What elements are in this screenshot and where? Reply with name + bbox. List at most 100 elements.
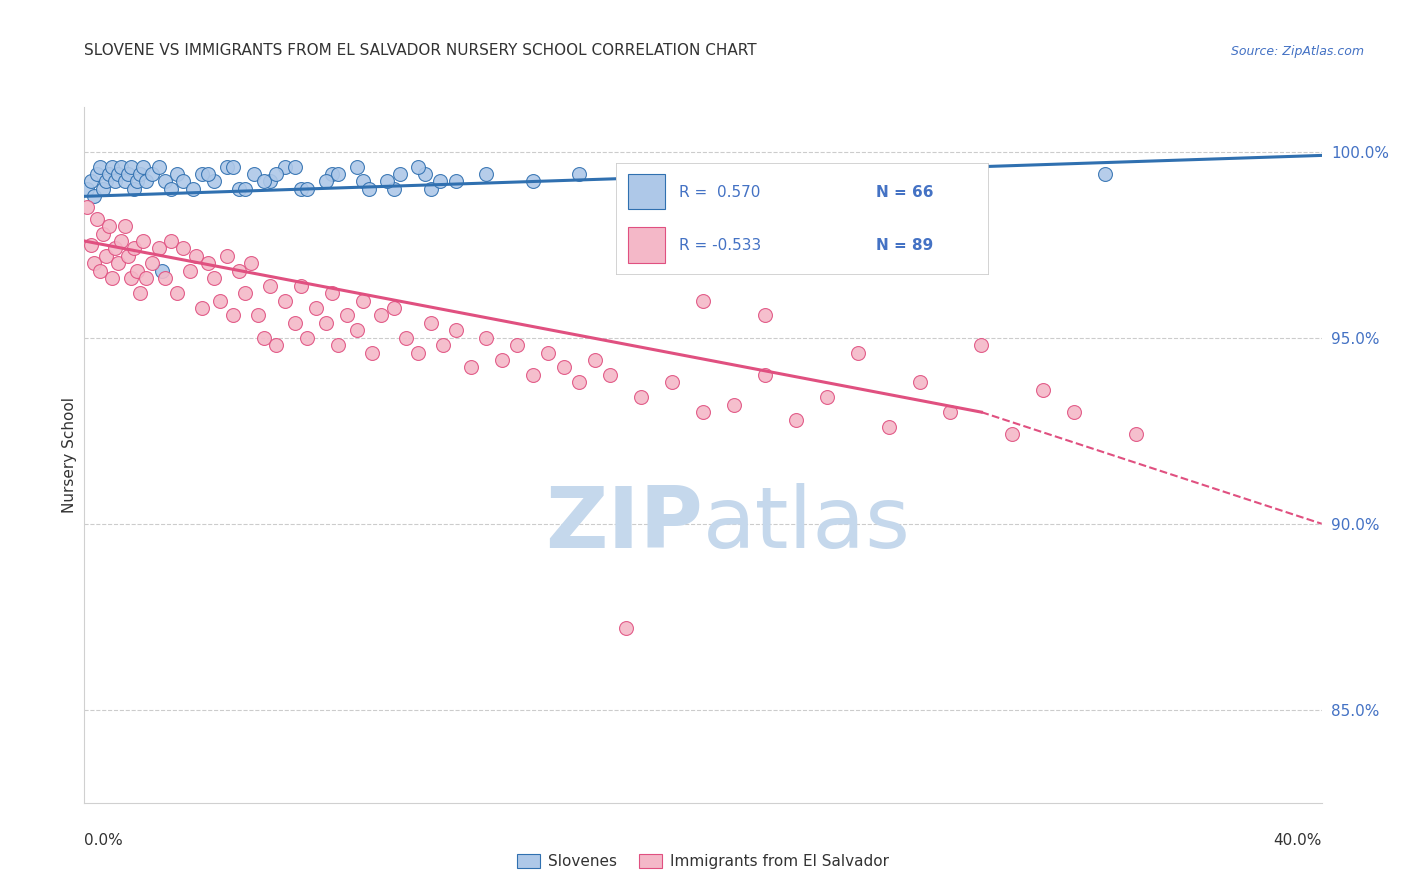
Point [215,249,238,263]
Point [599,368,621,382]
Point [506,338,529,352]
Point [723,398,745,412]
Point [352,174,374,188]
Point [264,338,287,352]
Point [259,174,281,188]
Point [160,182,183,196]
Point [104,242,127,256]
Point [295,331,318,345]
Point [197,167,219,181]
Point [284,160,307,174]
Point [141,167,163,181]
Point [692,293,714,308]
Point [388,167,411,181]
Y-axis label: Nursery School: Nursery School [62,397,77,513]
Point [197,256,219,270]
Point [723,182,745,196]
Point [370,309,392,323]
Point [86,211,108,226]
Point [326,338,349,352]
Point [79,174,101,188]
Point [122,182,145,196]
Point [132,160,155,174]
Point [357,182,380,196]
Point [110,160,132,174]
Point [614,621,637,635]
Point [153,271,176,285]
Text: SLOVENE VS IMMIGRANTS FROM EL SALVADOR NURSERY SCHOOL CORRELATION CHART: SLOVENE VS IMMIGRANTS FROM EL SALVADOR N… [84,43,756,58]
Point [150,264,173,278]
Point [172,242,194,256]
Point [568,167,591,181]
Point [877,420,900,434]
Point [94,249,117,263]
Point [117,167,139,181]
Point [120,160,142,174]
Point [429,174,451,188]
Point [754,309,776,323]
Point [148,242,170,256]
Point [408,345,430,359]
Point [315,316,337,330]
Point [181,182,204,196]
Point [315,174,337,188]
Point [290,278,312,293]
Point [754,368,776,382]
Point [553,360,575,375]
Point [191,301,214,315]
Point [253,174,276,188]
Point [125,174,148,188]
Point [661,376,683,390]
Point [413,167,436,181]
Point [408,160,430,174]
Point [89,264,111,278]
Text: Source: ZipAtlas.com: Source: ZipAtlas.com [1230,45,1364,58]
Point [537,345,560,359]
Point [83,256,105,270]
Point [336,309,359,323]
Point [166,167,188,181]
Point [475,167,498,181]
Point [346,160,368,174]
Point [83,189,105,203]
Point [815,174,838,188]
Point [785,412,807,426]
Point [419,182,441,196]
Point [101,271,124,285]
Point [132,234,155,248]
Point [908,376,931,390]
Point [253,331,276,345]
Text: atlas: atlas [703,483,911,566]
Point [630,390,652,404]
Point [101,160,124,174]
Point [377,174,399,188]
Point [86,167,108,181]
Point [1001,427,1024,442]
Point [1125,427,1147,442]
Point [125,264,148,278]
Point [352,293,374,308]
Point [361,345,384,359]
Point [295,182,318,196]
Point [382,301,405,315]
Point [321,167,343,181]
Point [209,293,232,308]
Point [326,167,349,181]
Point [475,331,498,345]
Point [444,174,467,188]
Point [346,323,368,337]
Point [274,293,297,308]
Point [110,234,132,248]
Point [76,182,98,196]
Point [160,234,183,248]
Point [148,160,170,174]
Point [815,390,838,404]
Point [179,264,201,278]
Point [568,376,591,390]
Point [114,219,136,233]
Point [107,167,129,181]
Point [94,174,117,188]
Point [120,271,142,285]
Point [259,278,281,293]
Point [135,174,157,188]
